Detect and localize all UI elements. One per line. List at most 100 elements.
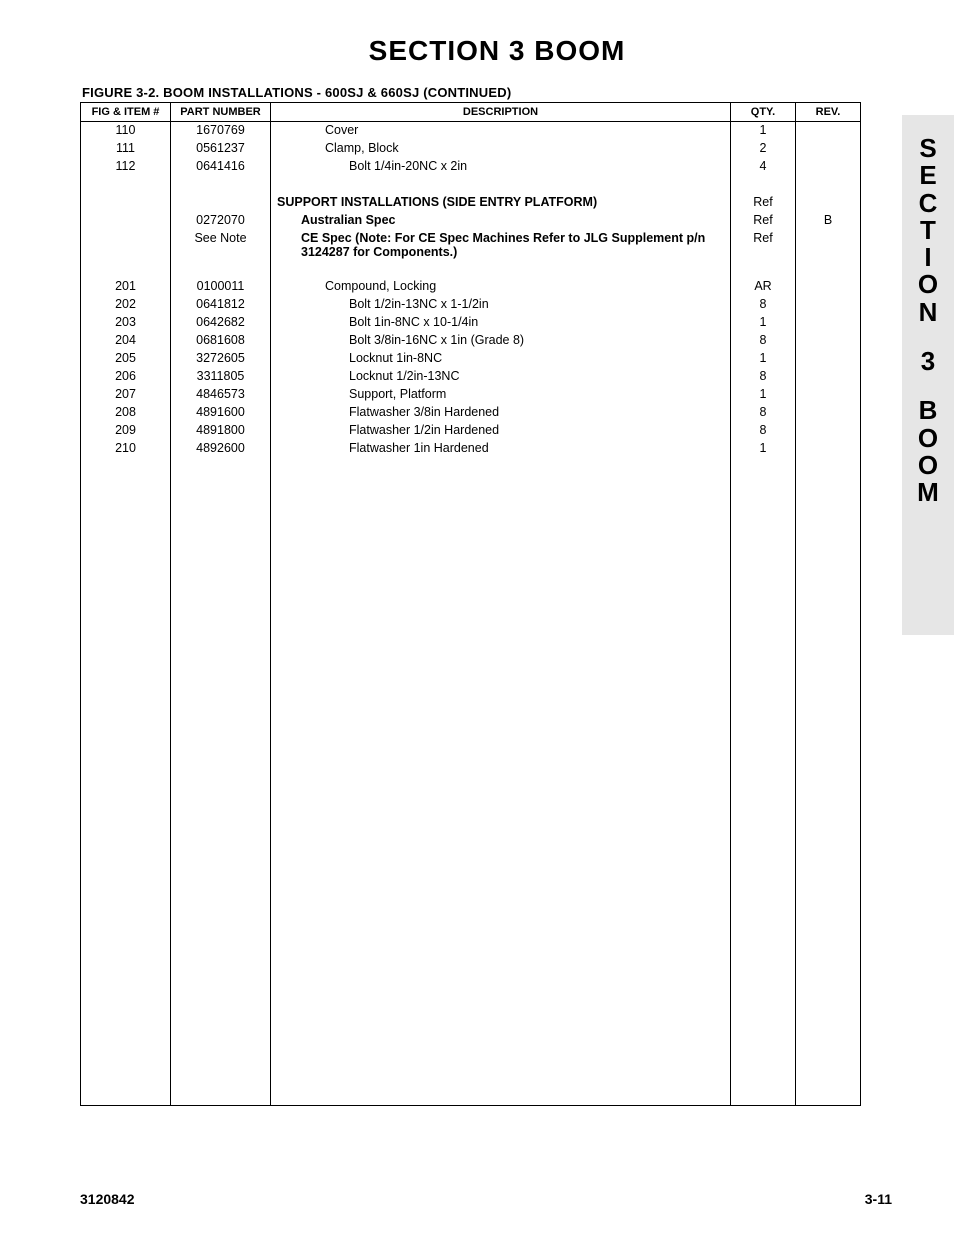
table-cell-blank (731, 602, 796, 620)
table-cell-blank (271, 692, 731, 710)
table-cell-blank (731, 854, 796, 872)
cell-desc: Clamp, Block (271, 140, 731, 158)
footer-right: 3-11 (865, 1191, 892, 1207)
cell-qty: 8 (731, 296, 796, 314)
table-cell-blank (271, 818, 731, 836)
table-row-filler (81, 530, 861, 548)
table-cell-blank (731, 674, 796, 692)
table-cell-blank (731, 962, 796, 980)
table-cell-blank (171, 926, 271, 944)
table-cell-blank (796, 944, 861, 962)
table-cell-blank (171, 458, 271, 476)
cell-part: 4892600 (171, 440, 271, 458)
table-cell-blank (81, 656, 171, 674)
table-row-filler (81, 1070, 861, 1088)
table-cell-blank (271, 728, 731, 746)
cell-rev (796, 386, 861, 404)
cell-part: 0642682 (171, 314, 271, 332)
table-cell-blank (731, 566, 796, 584)
table-cell-blank (271, 1052, 731, 1070)
table-row: 1110561237Clamp, Block2 (81, 140, 861, 158)
table-cell-blank (81, 176, 171, 194)
table-cell-blank (731, 638, 796, 656)
cell-part: 1670769 (171, 122, 271, 140)
cell-part: 4891600 (171, 404, 271, 422)
cell-fig: 201 (81, 278, 171, 296)
table-cell-blank (171, 998, 271, 1016)
table-row: 2063311805Locknut 1/2in-13NC8 (81, 368, 861, 386)
table-cell-blank (271, 260, 731, 278)
table-cell-blank (171, 890, 271, 908)
table-cell-blank (731, 926, 796, 944)
table-cell-blank (731, 818, 796, 836)
table-cell-blank (81, 728, 171, 746)
table-row: 2040681608Bolt 3/8in-16NC x 1in (Grade 8… (81, 332, 861, 350)
table-cell-blank (796, 620, 861, 638)
table-cell-blank (796, 494, 861, 512)
side-tab-letter: C (919, 190, 938, 217)
cell-rev (796, 230, 861, 260)
cell-fig: 209 (81, 422, 171, 440)
table-cell-blank (171, 1070, 271, 1088)
table-cell-blank (271, 602, 731, 620)
table-cell-blank (271, 872, 731, 890)
table-cell-blank (271, 1070, 731, 1088)
cell-desc: Bolt 3/8in-16NC x 1in (Grade 8) (271, 332, 731, 350)
table-row: 2084891600Flatwasher 3/8in Hardened8 (81, 404, 861, 422)
table-cell-blank (796, 638, 861, 656)
table-row: 1101670769Cover1 (81, 122, 861, 140)
cell-part: 3272605 (171, 350, 271, 368)
table-cell-blank (171, 566, 271, 584)
table-cell-blank (271, 908, 731, 926)
cell-qty: 8 (731, 422, 796, 440)
cell-qty: 8 (731, 368, 796, 386)
table-cell-blank (271, 548, 731, 566)
table-cell-blank (731, 512, 796, 530)
table-cell-blank (271, 476, 731, 494)
table-cell-blank (171, 818, 271, 836)
table-row-filler (81, 746, 861, 764)
side-tab-letter: M (917, 479, 939, 506)
table-row-filler (81, 908, 861, 926)
figure-caption: FIGURE 3-2. BOOM INSTALLATIONS - 600SJ &… (82, 85, 914, 100)
table-cell-blank (271, 494, 731, 512)
table-cell-blank (796, 872, 861, 890)
table-cell-blank (796, 782, 861, 800)
table-cell-blank (171, 944, 271, 962)
table-row-filler (81, 782, 861, 800)
table-cell-blank (731, 710, 796, 728)
cell-fig: 110 (81, 122, 171, 140)
table-cell-blank (731, 890, 796, 908)
table-cell-blank (81, 908, 171, 926)
table-body: 1101670769Cover11110561237Clamp, Block21… (81, 122, 861, 1106)
table-cell-blank (271, 926, 731, 944)
cell-qty: 1 (731, 350, 796, 368)
table-cell-blank (81, 944, 171, 962)
table-cell-blank (796, 746, 861, 764)
table-cell-blank (796, 176, 861, 194)
cell-rev: B (796, 212, 861, 230)
table-cell-blank (731, 998, 796, 1016)
table-cell-blank (796, 890, 861, 908)
table-row-filler (81, 836, 861, 854)
table-row-filler (81, 692, 861, 710)
table-cell-blank (81, 620, 171, 638)
table-cell-blank (796, 854, 861, 872)
cell-part: 0100011 (171, 278, 271, 296)
table-cell-blank (731, 800, 796, 818)
table-cell-blank (731, 746, 796, 764)
table-row: See NoteCE Spec (Note: For CE Spec Machi… (81, 230, 861, 260)
table-cell-blank (731, 782, 796, 800)
table-cell-blank (171, 620, 271, 638)
table-cell-blank (271, 620, 731, 638)
table-cell-blank (731, 980, 796, 998)
cell-fig (81, 194, 171, 212)
side-tab-letter: O (918, 271, 938, 298)
cell-part: 0681608 (171, 332, 271, 350)
table-cell-blank (171, 638, 271, 656)
table-row: 2094891800Flatwasher 1/2in Hardened8 (81, 422, 861, 440)
side-tab-letter: B (919, 397, 938, 424)
page-footer: 3120842 3-11 (80, 1191, 892, 1207)
table-header-row: FIG & ITEM # PART NUMBER DESCRIPTION QTY… (81, 103, 861, 122)
table-cell-blank (731, 494, 796, 512)
